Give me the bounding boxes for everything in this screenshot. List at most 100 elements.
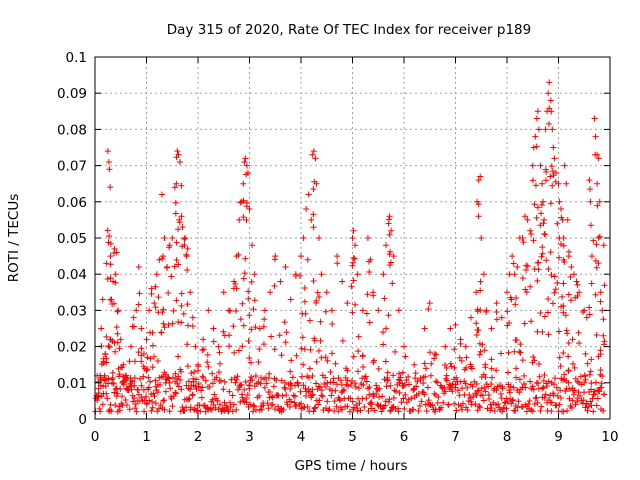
roti-point: [190, 375, 197, 382]
x-tick-label: 4: [297, 429, 306, 445]
roti-point: [309, 151, 316, 158]
roti-point: [582, 350, 589, 357]
roti-point: [230, 401, 237, 408]
roti-point: [364, 235, 371, 241]
roti-point: [116, 407, 123, 414]
roti-point: [542, 126, 549, 133]
roti-point: [112, 402, 119, 409]
roti-point: [300, 382, 307, 389]
roti-point: [588, 380, 595, 387]
roti-point: [154, 389, 161, 396]
roti-point: [251, 271, 258, 278]
roti-point: [565, 353, 572, 360]
x-tick-label: 2: [194, 429, 203, 445]
roti-point: [269, 394, 276, 401]
roti-point: [248, 326, 255, 333]
roti-point: [175, 353, 182, 360]
roti-point: [444, 377, 451, 384]
roti-point: [155, 294, 162, 301]
roti-point: [521, 372, 528, 379]
roti-point: [582, 376, 589, 383]
roti-point: [327, 369, 334, 376]
roti-point: [318, 387, 325, 394]
roti-point: [313, 380, 320, 387]
roti-point: [506, 320, 513, 327]
roti-point: [531, 357, 538, 364]
roti-point: [396, 370, 403, 377]
roti-point: [117, 336, 124, 343]
roti-point: [386, 231, 393, 238]
roti-point: [185, 385, 192, 392]
roti-point: [119, 379, 126, 386]
roti-point: [569, 385, 576, 392]
roti-point: [308, 392, 315, 399]
x-tick-label: 9: [554, 429, 563, 445]
roti-point: [550, 144, 557, 151]
roti-point: [229, 408, 236, 415]
roti-point: [382, 398, 389, 405]
roti-point: [260, 341, 267, 348]
roti-point: [338, 381, 345, 388]
roti-point: [195, 383, 202, 390]
roti-point: [150, 342, 157, 349]
roti-point: [120, 361, 127, 368]
roti-point: [441, 362, 448, 369]
roti-point: [180, 310, 187, 317]
roti-point: [456, 354, 463, 361]
roti-point: [293, 403, 300, 410]
roti-point: [363, 378, 370, 385]
roti-point: [309, 386, 316, 393]
roti-point: [305, 374, 312, 381]
roti-point: [234, 373, 241, 380]
roti-point: [346, 408, 353, 415]
roti-point: [381, 295, 388, 302]
roti-point: [108, 408, 115, 415]
roti-point: [171, 184, 178, 191]
roti-point: [561, 258, 568, 265]
roti-point: [250, 402, 257, 409]
roti-point: [539, 180, 546, 187]
roti-point: [293, 352, 300, 359]
roti-point: [107, 253, 114, 260]
roti-point: [465, 398, 472, 405]
roti-point: [525, 400, 532, 407]
roti-point: [173, 297, 180, 304]
roti-point: [133, 408, 140, 415]
roti-point: [458, 357, 465, 364]
roti-point: [175, 151, 182, 158]
roti-point: [392, 348, 399, 355]
roti-point: [519, 235, 526, 241]
roti-point: [433, 378, 440, 385]
roti-point: [281, 319, 288, 326]
roti-point: [350, 227, 357, 234]
roti-point: [136, 290, 143, 297]
roti-point: [165, 375, 172, 382]
roti-point: [319, 393, 326, 400]
roti-point: [271, 256, 278, 263]
roti-point: [352, 301, 359, 308]
roti-point: [235, 347, 242, 354]
roti-point: [350, 277, 357, 284]
roti-point: [537, 222, 544, 229]
roti-point: [367, 256, 374, 263]
roti-point: [183, 251, 190, 258]
roti-point: [126, 358, 133, 365]
roti-point: [175, 261, 182, 268]
roti-point: [600, 332, 607, 339]
roti-point: [387, 259, 394, 266]
roti-point: [552, 286, 559, 293]
roti-point: [98, 343, 105, 350]
roti-point: [140, 386, 147, 393]
roti-point: [375, 365, 382, 372]
roti-point: [538, 253, 545, 260]
roti-point: [199, 347, 206, 354]
roti-point: [597, 347, 604, 354]
roti-point: [511, 271, 518, 278]
roti-point: [398, 399, 405, 406]
roti-point: [380, 341, 387, 348]
roti-point: [541, 216, 548, 223]
roti-point: [304, 256, 311, 263]
roti-point: [587, 222, 594, 229]
roti-point: [133, 307, 140, 314]
y-tick-label: 0.03: [57, 303, 87, 319]
